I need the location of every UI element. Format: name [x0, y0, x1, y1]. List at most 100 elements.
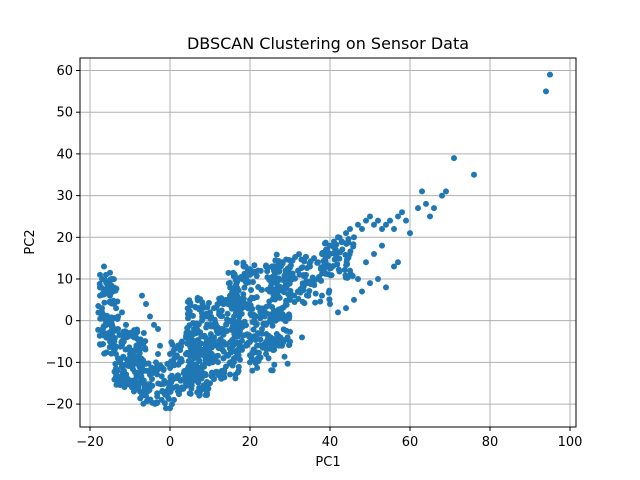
data-point-dense	[145, 360, 152, 367]
data-point-dense	[178, 343, 185, 350]
data-point-dense	[263, 310, 270, 317]
y-tick-label: 50	[56, 106, 73, 121]
data-point	[367, 213, 373, 220]
data-point	[335, 309, 341, 316]
grid-layer	[80, 58, 576, 427]
data-point-dense	[155, 380, 162, 387]
data-point-dense	[264, 286, 271, 293]
data-point-dense	[118, 339, 125, 346]
data-point	[371, 221, 377, 228]
data-point-dense	[232, 277, 239, 284]
data-point-dense	[265, 355, 272, 362]
data-point-dense	[99, 315, 106, 322]
data-point-dense	[269, 314, 276, 321]
data-point	[101, 263, 107, 270]
data-point-dense	[95, 303, 102, 310]
y-tick-label: 0	[65, 314, 73, 329]
data-point-dense	[342, 240, 349, 247]
data-point-dense	[170, 359, 177, 366]
data-point-dense	[184, 336, 191, 343]
data-point-dense	[299, 284, 306, 291]
data-point	[155, 351, 161, 358]
y-axis-ticks: −20 −10 0 10 20 30 40 50 60	[46, 64, 80, 413]
data-point-dense	[249, 367, 256, 374]
data-point-dense	[149, 382, 156, 389]
data-point-dense	[251, 268, 258, 275]
data-point-dense	[257, 267, 264, 274]
data-point-dense	[296, 251, 303, 258]
data-point	[387, 217, 393, 224]
data-point-dense	[144, 367, 151, 374]
data-point	[407, 230, 413, 237]
data-point-dense	[188, 385, 195, 392]
data-point-dense	[217, 313, 224, 320]
data-point	[259, 326, 265, 333]
data-point-dense	[266, 276, 273, 283]
data-point-dense	[269, 303, 276, 310]
data-point-dense	[99, 326, 106, 333]
data-point-dense	[185, 310, 192, 317]
data-point-dense	[229, 300, 236, 307]
data-point-dense	[283, 256, 290, 263]
data-point-dense	[289, 270, 296, 277]
data-point-dense	[203, 324, 210, 331]
data-point-dense	[263, 303, 270, 310]
data-point-dense	[110, 297, 117, 304]
data-point-dense	[129, 333, 136, 340]
data-point-dense	[239, 301, 246, 308]
y-tick-label: −20	[46, 398, 73, 413]
x-axis-label: PC1	[315, 455, 340, 470]
data-point	[123, 321, 129, 328]
data-point-dense	[271, 296, 278, 303]
data-point-dense	[248, 294, 255, 301]
data-point-dense	[200, 382, 207, 389]
data-point-dense	[189, 312, 196, 319]
data-point-dense	[120, 379, 127, 386]
data-point-dense	[327, 265, 334, 272]
data-point	[351, 296, 357, 303]
data-point	[395, 213, 401, 220]
data-point-dense	[306, 287, 313, 294]
data-point-dense	[112, 343, 119, 350]
data-point-dense	[257, 315, 264, 322]
data-point-dense	[247, 311, 254, 318]
data-point-dense	[132, 360, 139, 367]
data-point-dense	[228, 326, 235, 333]
data-point	[379, 242, 385, 249]
data-point-dense	[312, 299, 319, 306]
data-point	[367, 280, 373, 287]
y-tick-label: 30	[56, 189, 73, 204]
data-point-dense	[119, 369, 126, 376]
data-point-dense	[210, 358, 217, 365]
data-point-dense	[284, 360, 291, 367]
data-point-dense	[277, 283, 284, 290]
data-point-dense	[321, 240, 328, 247]
data-point	[451, 155, 457, 162]
data-point	[391, 263, 397, 270]
x-tick-label: 40	[322, 435, 339, 450]
x-tick-label: 60	[402, 435, 419, 450]
data-point-dense	[282, 318, 289, 325]
data-point-dense	[192, 365, 199, 372]
data-point-dense	[99, 332, 106, 339]
data-point-dense	[277, 261, 284, 268]
data-point-dense	[113, 381, 120, 388]
data-point-dense	[97, 341, 104, 348]
data-point-dense	[241, 270, 248, 277]
data-point-dense	[303, 292, 310, 299]
data-point	[383, 221, 389, 228]
data-point	[419, 188, 425, 195]
data-point	[391, 225, 397, 232]
x-tick-label: 100	[558, 435, 583, 450]
data-point-dense	[314, 259, 321, 266]
data-point	[355, 275, 361, 282]
data-point-dense	[145, 388, 152, 395]
data-point-dense	[126, 358, 133, 365]
data-point	[399, 209, 405, 216]
data-point	[319, 292, 325, 299]
data-point-dense	[193, 341, 200, 348]
data-point-dense	[184, 324, 191, 331]
data-point-dense	[241, 284, 248, 291]
data-point	[379, 225, 385, 232]
data-point-dense	[268, 319, 275, 326]
